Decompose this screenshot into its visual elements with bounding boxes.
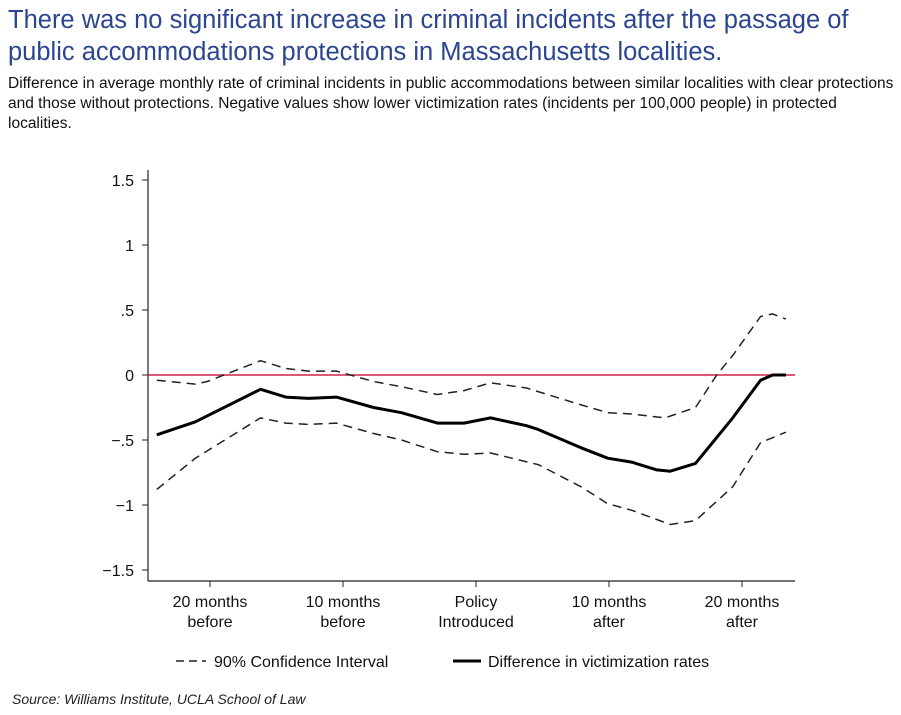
- y-tick-label: −1.5: [102, 563, 134, 580]
- x-tick-label: 10 months: [306, 594, 381, 611]
- difference-line: [156, 373, 786, 473]
- x-tick-label: after: [593, 614, 626, 631]
- confidence-interval-line: [156, 313, 787, 419]
- x-tick-label: before: [187, 614, 232, 631]
- x-tick-label: 20 months: [705, 594, 780, 611]
- x-tick-label: after: [726, 614, 759, 631]
- source-note: Source: Williams Institute, UCLA School …: [12, 691, 306, 707]
- x-tick-label: before: [320, 614, 365, 631]
- x-tick-label: 10 months: [572, 594, 647, 611]
- confidence-interval-line: [156, 417, 787, 526]
- y-tick-label: −1: [116, 498, 134, 515]
- legend-label-difference: Difference in victimization rates: [488, 654, 709, 671]
- chart-title: There was no significant increase in cri…: [8, 6, 849, 66]
- x-tick-label: Policy: [455, 594, 498, 611]
- legend-label-ci: 90% Confidence Interval: [214, 654, 388, 671]
- chart-subtitle: Difference in average monthly rate of cr…: [8, 75, 894, 132]
- x-tick-label: Introduced: [438, 614, 514, 631]
- y-tick-label: .5: [121, 303, 134, 320]
- y-tick-label: 0: [125, 368, 134, 385]
- y-tick-label: −.5: [111, 433, 134, 450]
- x-tick-label: 20 months: [173, 594, 248, 611]
- legend: 90% Confidence Interval Difference in vi…: [176, 654, 709, 671]
- y-tick-label: 1.5: [112, 173, 134, 190]
- y-tick-label: 1: [125, 238, 134, 255]
